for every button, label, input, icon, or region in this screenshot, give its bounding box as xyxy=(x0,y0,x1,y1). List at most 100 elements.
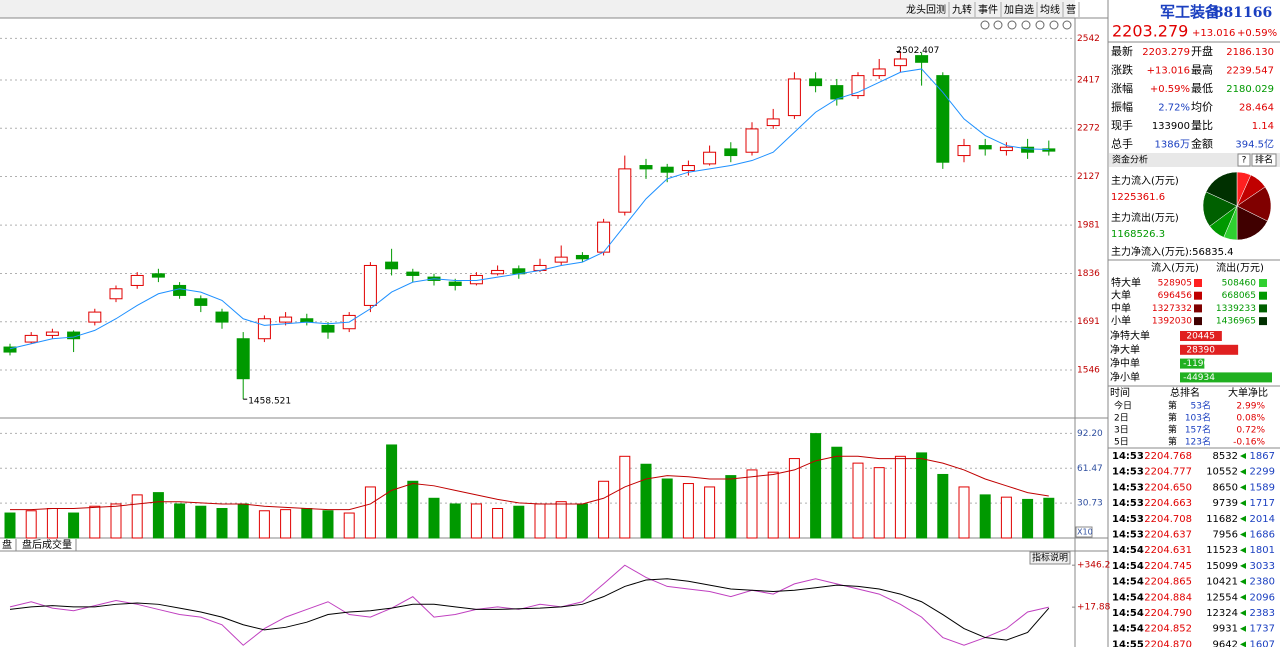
volume-bar xyxy=(619,455,631,539)
toolbar-button[interactable]: 加自选 xyxy=(1004,3,1034,16)
volume-ma xyxy=(10,455,1049,511)
candle-body xyxy=(957,145,971,157)
candle-body xyxy=(660,166,674,173)
y-tick-label: 2417 xyxy=(1077,75,1100,85)
candle-body xyxy=(194,298,208,306)
volume-bar xyxy=(1022,498,1034,539)
quote-name: 军工装备 xyxy=(1160,3,1221,21)
tick-price: 2204.884 xyxy=(1144,592,1192,603)
toolbar-bar xyxy=(0,0,1075,18)
candle-body xyxy=(681,165,695,172)
volume-bar xyxy=(407,480,419,539)
volume-bar xyxy=(894,455,906,539)
volume-bar xyxy=(1043,497,1055,539)
tab[interactable]: 盘后成交量 xyxy=(22,538,72,551)
toolbar-button[interactable]: 营 xyxy=(1066,3,1076,16)
candle-body xyxy=(151,273,165,278)
outflow-value: 1168526.3 xyxy=(1111,229,1165,240)
tick-arrow xyxy=(1240,641,1246,647)
candle-body xyxy=(703,151,717,165)
rank-prefix: 第 xyxy=(1168,412,1177,424)
candle-body xyxy=(130,274,144,286)
candle-body xyxy=(236,338,250,380)
inflow-amount: 1392030 xyxy=(1152,317,1192,327)
net-bar xyxy=(1180,344,1239,355)
volume-bar xyxy=(449,503,461,539)
rank-prefix: 第 xyxy=(1168,424,1177,436)
stat-value: 2203.279 xyxy=(1142,47,1190,58)
outflow-swatch xyxy=(1259,291,1267,300)
volume-bar xyxy=(110,503,122,539)
col-header: 流入(万元) xyxy=(1151,261,1199,274)
candle-body xyxy=(999,146,1013,152)
candle-body xyxy=(915,55,929,63)
volume-bar xyxy=(704,486,716,539)
help-button[interactable]: ? xyxy=(1242,156,1247,166)
volume-bar xyxy=(534,503,546,539)
volume-bar xyxy=(174,503,186,539)
help-button-box[interactable] xyxy=(1237,153,1251,167)
chart-icons xyxy=(980,20,1072,30)
indicator-line xyxy=(9,578,1050,641)
tick-price: 2204.768 xyxy=(1144,451,1192,462)
net-bar xyxy=(1180,331,1222,341)
stat-value: 133900 xyxy=(1152,121,1190,132)
stat-value: 2186.130 xyxy=(1226,47,1274,58)
tick-arrow xyxy=(1240,547,1246,554)
rank-button-box[interactable] xyxy=(1251,153,1277,167)
toolbar-button[interactable]: 九转 xyxy=(952,3,972,16)
candle-body xyxy=(173,284,187,296)
rank-period: 2日 xyxy=(1114,413,1129,424)
tick-count: 1607 xyxy=(1250,639,1275,647)
y-tick-label: 61.47 xyxy=(1077,464,1103,474)
volume-bar xyxy=(364,486,376,539)
quote-code: 881166 xyxy=(1214,5,1272,21)
candle-body xyxy=(491,269,505,275)
inflow-amount: 1327332 xyxy=(1152,304,1192,314)
toolbar-button[interactable]: 均线 xyxy=(1040,3,1060,16)
toolbar-button[interactable]: 事件 xyxy=(978,3,998,16)
net-value: -44934 xyxy=(1183,373,1215,383)
tick-arrow xyxy=(1240,484,1246,491)
volume-bar xyxy=(216,508,228,539)
tick-price: 2204.650 xyxy=(1144,482,1192,493)
inflow-amount: 696456 xyxy=(1158,291,1193,301)
net-bar xyxy=(1180,358,1205,369)
toolbar-button[interactable]: 龙头回测 xyxy=(906,3,946,16)
candle-body xyxy=(809,78,823,87)
stat-label: 总手 xyxy=(1111,137,1133,151)
volume-bar xyxy=(831,446,843,539)
candle-body xyxy=(257,318,271,340)
indicator-button-box[interactable] xyxy=(1029,551,1071,565)
candle-body xyxy=(215,311,229,323)
volume-bar xyxy=(810,433,822,539)
tick-time: 14:53 xyxy=(1112,530,1144,541)
tick-volume: 15099 xyxy=(1206,561,1238,572)
moving-average xyxy=(9,68,1049,350)
rank-ratio: 0.08% xyxy=(1236,414,1265,424)
stat-value: 2239.547 xyxy=(1226,66,1274,77)
rank-button[interactable]: 排名 xyxy=(1255,154,1273,166)
candle-body xyxy=(872,68,886,77)
stat-label: 现手 xyxy=(1111,118,1133,132)
tick-count: 1686 xyxy=(1250,530,1275,541)
outflow-amount: 1436965 xyxy=(1216,317,1256,327)
tab[interactable]: 盘 xyxy=(2,538,12,551)
tick-volume: 11523 xyxy=(1206,545,1238,556)
indicator-button[interactable]: 指标说明 xyxy=(1032,552,1068,564)
tick-arrow xyxy=(1240,625,1246,632)
y-tick-label: 2127 xyxy=(1077,172,1100,182)
y-tick-label: 1836 xyxy=(1077,269,1100,279)
volume-bar xyxy=(68,512,80,539)
volume-bar xyxy=(916,452,928,539)
inflow-swatch xyxy=(1194,304,1202,313)
net-value: 28390 xyxy=(1186,345,1215,355)
tick-count: 1717 xyxy=(1250,498,1275,509)
quote-price: 2203.279 xyxy=(1112,22,1188,41)
rank-value: 53名 xyxy=(1191,400,1211,412)
candle-body xyxy=(575,254,589,260)
volume-bar xyxy=(131,494,143,539)
volume-bar xyxy=(280,509,292,539)
net-label: 净小单 xyxy=(1110,370,1140,383)
stat-label: 量比 xyxy=(1191,119,1213,132)
